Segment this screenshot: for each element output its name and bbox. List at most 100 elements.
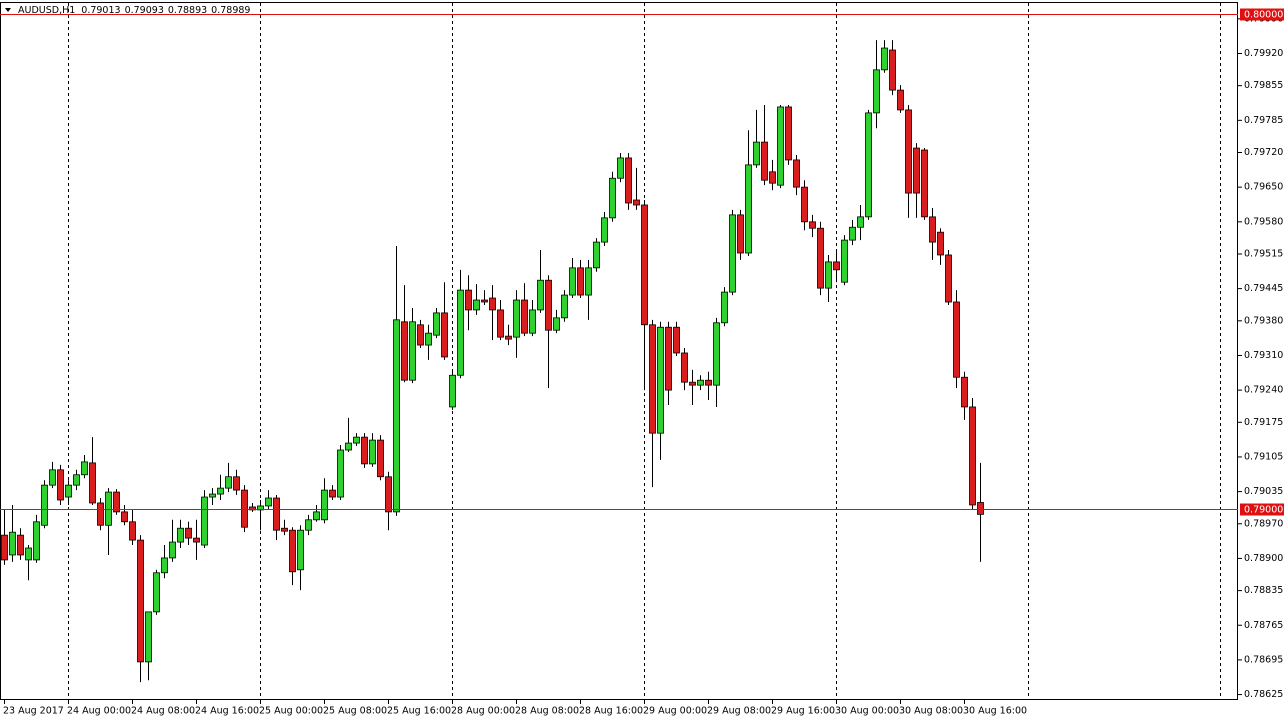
candle-body [641, 204, 648, 326]
header-open: 0.79013 [81, 5, 120, 16]
candle-body [113, 491, 120, 513]
header-low: 0.78893 [168, 5, 207, 16]
x-tick-label: 25 Aug 00:00 [259, 706, 323, 717]
candle-body [193, 537, 200, 543]
candle-body [665, 326, 672, 391]
candle-body [465, 289, 472, 311]
candle-body [217, 487, 224, 495]
candle-body [721, 291, 728, 324]
candle-body [73, 474, 80, 486]
candle-body [489, 297, 496, 311]
candle-body [945, 254, 952, 303]
candle-body [801, 186, 808, 223]
candle-body [41, 484, 48, 526]
candle-body [33, 521, 40, 561]
price-level-label: 0.79000 [1244, 505, 1283, 516]
header-high: 0.79093 [125, 5, 164, 16]
candle-body [273, 497, 280, 531]
candle-body [833, 261, 840, 271]
y-tick-label: 0.78625 [1244, 689, 1283, 700]
header: AUDUSD,H1 0.79013 0.79093 0.78893 0.78989 [18, 5, 250, 16]
y-tick-label: 0.79650 [1244, 182, 1283, 193]
candle-body [49, 469, 56, 486]
candle-body [913, 147, 920, 194]
y-tick-label: 0.79035 [1244, 486, 1283, 497]
candle-body [65, 484, 72, 498]
candle-body [161, 557, 168, 574]
candle-body [753, 141, 760, 166]
y-tick-label: 0.79380 [1244, 315, 1283, 326]
candle-body [305, 519, 312, 531]
candle-body [569, 267, 576, 296]
candle-body [529, 309, 536, 334]
y-tick-label: 0.79855 [1244, 80, 1283, 91]
y-tick-label: 0.79105 [1244, 451, 1283, 462]
candle-body [841, 239, 848, 283]
candle-body [385, 476, 392, 513]
candle-body [17, 534, 24, 556]
candle-body [457, 289, 464, 376]
candle-body [225, 476, 232, 489]
candle-body [393, 319, 400, 513]
candle-body [705, 379, 712, 386]
candle-body [1, 534, 8, 561]
candle-body [673, 326, 680, 354]
candle-body [977, 502, 984, 515]
x-tick-label: 28 Aug 16:00 [579, 706, 643, 717]
candle-body [961, 376, 968, 408]
candle-body [209, 493, 216, 498]
y-tick-label: 0.79580 [1244, 216, 1283, 227]
candle-body [401, 321, 408, 381]
x-tick-label: 28 Aug 08:00 [515, 706, 579, 717]
header-close: 0.78989 [211, 5, 250, 16]
candle-body [329, 489, 336, 498]
x-tick-label: 25 Aug 16:00 [387, 706, 451, 717]
candle-body [657, 326, 664, 434]
candle-body [441, 312, 448, 358]
x-tick-label: 29 Aug 08:00 [707, 706, 771, 717]
candle-body [97, 502, 104, 526]
candle-body [601, 217, 608, 243]
candle-body [929, 216, 936, 243]
candle-body [969, 406, 976, 506]
y-tick-label: 0.78835 [1244, 585, 1283, 596]
y-tick-label: 0.78695 [1244, 654, 1283, 665]
candle-body [337, 449, 344, 498]
x-tick-label: 24 Aug 08:00 [131, 706, 195, 717]
candle-body [105, 491, 112, 526]
x-tick-label: 29 Aug 16:00 [771, 706, 835, 717]
candle-body [745, 164, 752, 254]
candle-body [201, 496, 208, 546]
y-tick-label: 0.79445 [1244, 283, 1283, 294]
candle-body [545, 279, 552, 331]
x-tick-label: 30 Aug 00:00 [835, 706, 899, 717]
candle-body [625, 157, 632, 204]
candle-body [497, 309, 504, 338]
y-tick-label: 0.79310 [1244, 350, 1283, 361]
candle-body [89, 462, 96, 504]
candle-body [681, 352, 688, 383]
price-level-label: 0.80000 [1244, 10, 1283, 21]
candle-body [281, 527, 288, 532]
candle-body [353, 436, 360, 444]
candle-body [57, 469, 64, 501]
candle-body [233, 476, 240, 491]
x-tick-label: 24 Aug 00:00 [67, 706, 131, 717]
candle-body [809, 221, 816, 229]
candle-body [897, 89, 904, 111]
candle-body [953, 301, 960, 378]
candle-body [633, 199, 640, 206]
candle-body [521, 299, 528, 334]
candle-body [169, 541, 176, 559]
candle-body [785, 106, 792, 161]
y-tick-label: 0.78900 [1244, 553, 1283, 564]
candle-body [81, 461, 88, 476]
symbol: AUDUSD,H1 [18, 5, 75, 16]
candle-body [905, 109, 912, 194]
candle-body [481, 299, 488, 303]
candle-body [297, 529, 304, 571]
candle-body [817, 227, 824, 289]
candle-body [689, 381, 696, 386]
candle-body [881, 47, 888, 71]
header-arrow [5, 8, 11, 12]
